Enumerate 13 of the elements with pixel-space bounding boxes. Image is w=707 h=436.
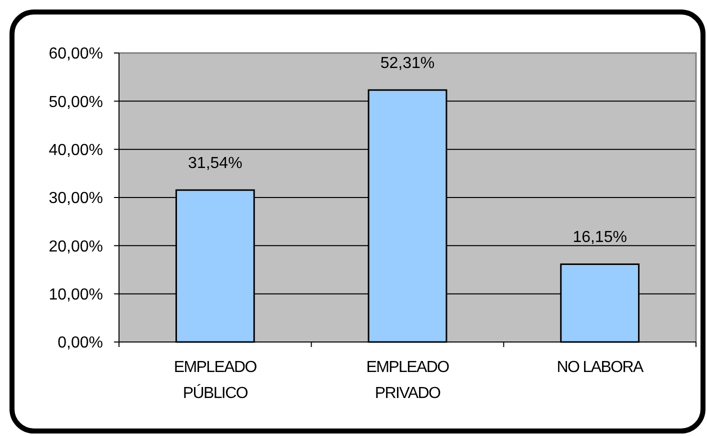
y-tick-label: 40,00% [48, 142, 103, 159]
y-tick-label: 0,00% [58, 334, 103, 352]
data-label: 52,31% [380, 55, 435, 72]
y-tick-label: 30,00% [48, 190, 103, 208]
data-label: 16,15% [572, 229, 627, 246]
y-tick-label: 50,00% [48, 94, 103, 111]
y-tick-label: 60,00% [48, 46, 103, 63]
y-tick-label: 10,00% [48, 286, 103, 304]
y-tick-label: 20,00% [48, 238, 103, 256]
x-tick-label: NO LABORA [556, 359, 644, 376]
x-tick-label: EMPLEADO PRIVADO [366, 359, 450, 402]
x-tick-label: EMPLEADO PÚBLICO [174, 359, 257, 402]
data-label: 31,54% [188, 155, 242, 172]
